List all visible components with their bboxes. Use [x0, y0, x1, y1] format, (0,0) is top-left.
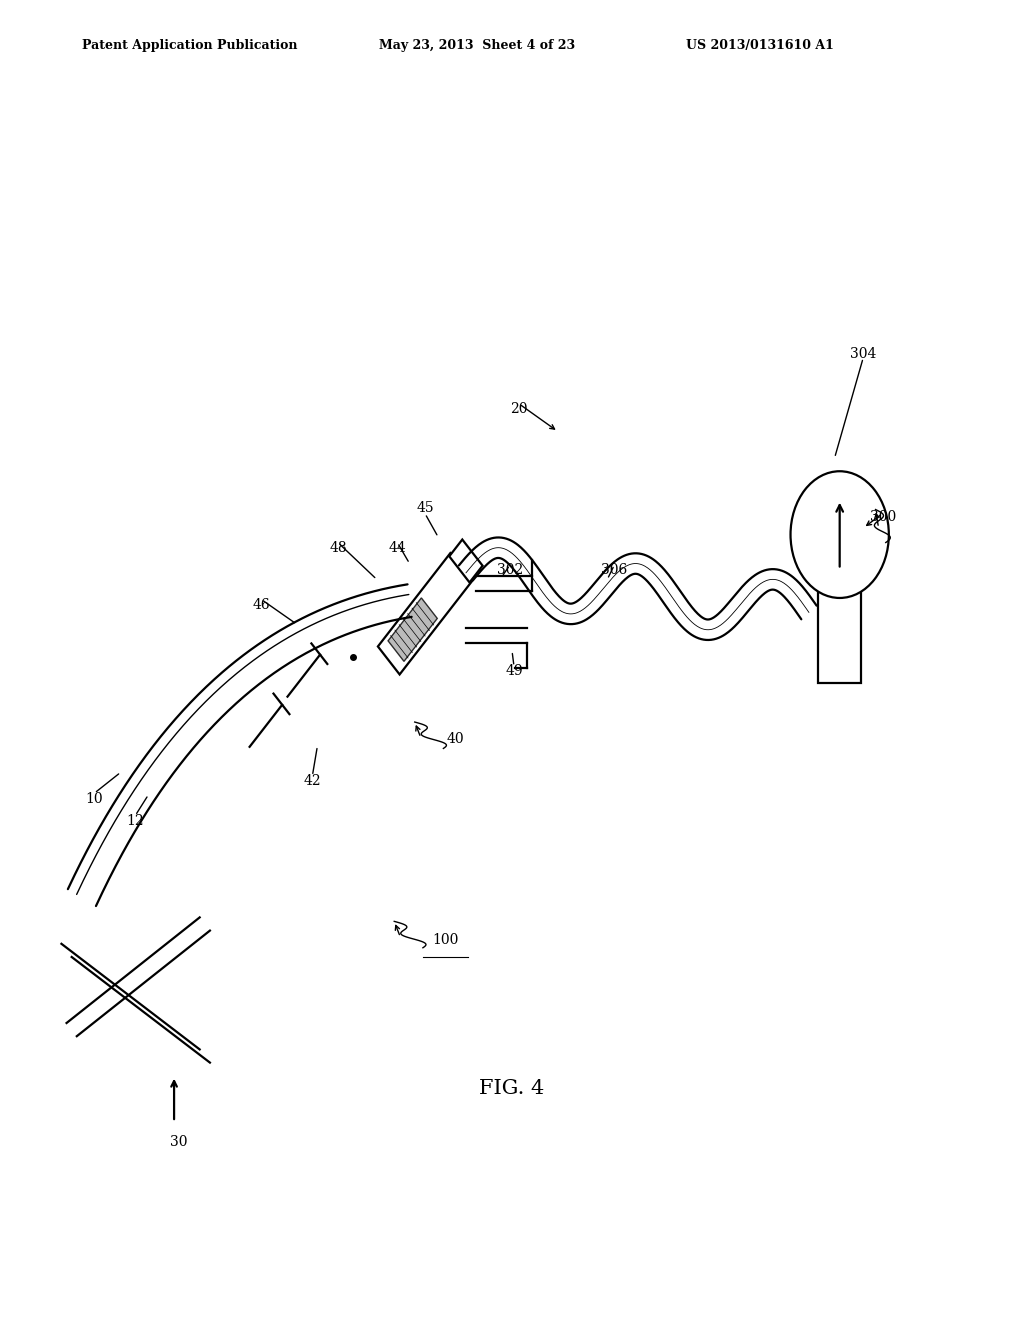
Text: Patent Application Publication: Patent Application Publication	[82, 38, 297, 51]
Text: 30: 30	[170, 1135, 188, 1148]
Polygon shape	[450, 540, 482, 582]
Text: US 2013/0131610 A1: US 2013/0131610 A1	[686, 38, 834, 51]
Text: 46: 46	[252, 598, 270, 611]
Text: May 23, 2013  Sheet 4 of 23: May 23, 2013 Sheet 4 of 23	[379, 38, 575, 51]
Text: 300: 300	[869, 511, 896, 524]
Bar	[818, 583, 861, 682]
Text: 304: 304	[850, 347, 877, 360]
Text: 48: 48	[329, 541, 347, 554]
Text: 12: 12	[126, 814, 144, 828]
Text: FIG. 4: FIG. 4	[479, 1080, 545, 1098]
Polygon shape	[388, 598, 437, 661]
Text: 42: 42	[303, 775, 322, 788]
Text: 49: 49	[505, 664, 523, 677]
Text: 44: 44	[388, 541, 407, 554]
Text: 20: 20	[510, 403, 528, 416]
Text: 45: 45	[416, 502, 434, 515]
Circle shape	[791, 471, 889, 598]
Text: 10: 10	[85, 792, 103, 805]
Text: 302: 302	[497, 564, 523, 577]
Text: 40: 40	[446, 733, 465, 746]
Text: 306: 306	[601, 564, 628, 577]
Text: 100: 100	[432, 933, 459, 946]
